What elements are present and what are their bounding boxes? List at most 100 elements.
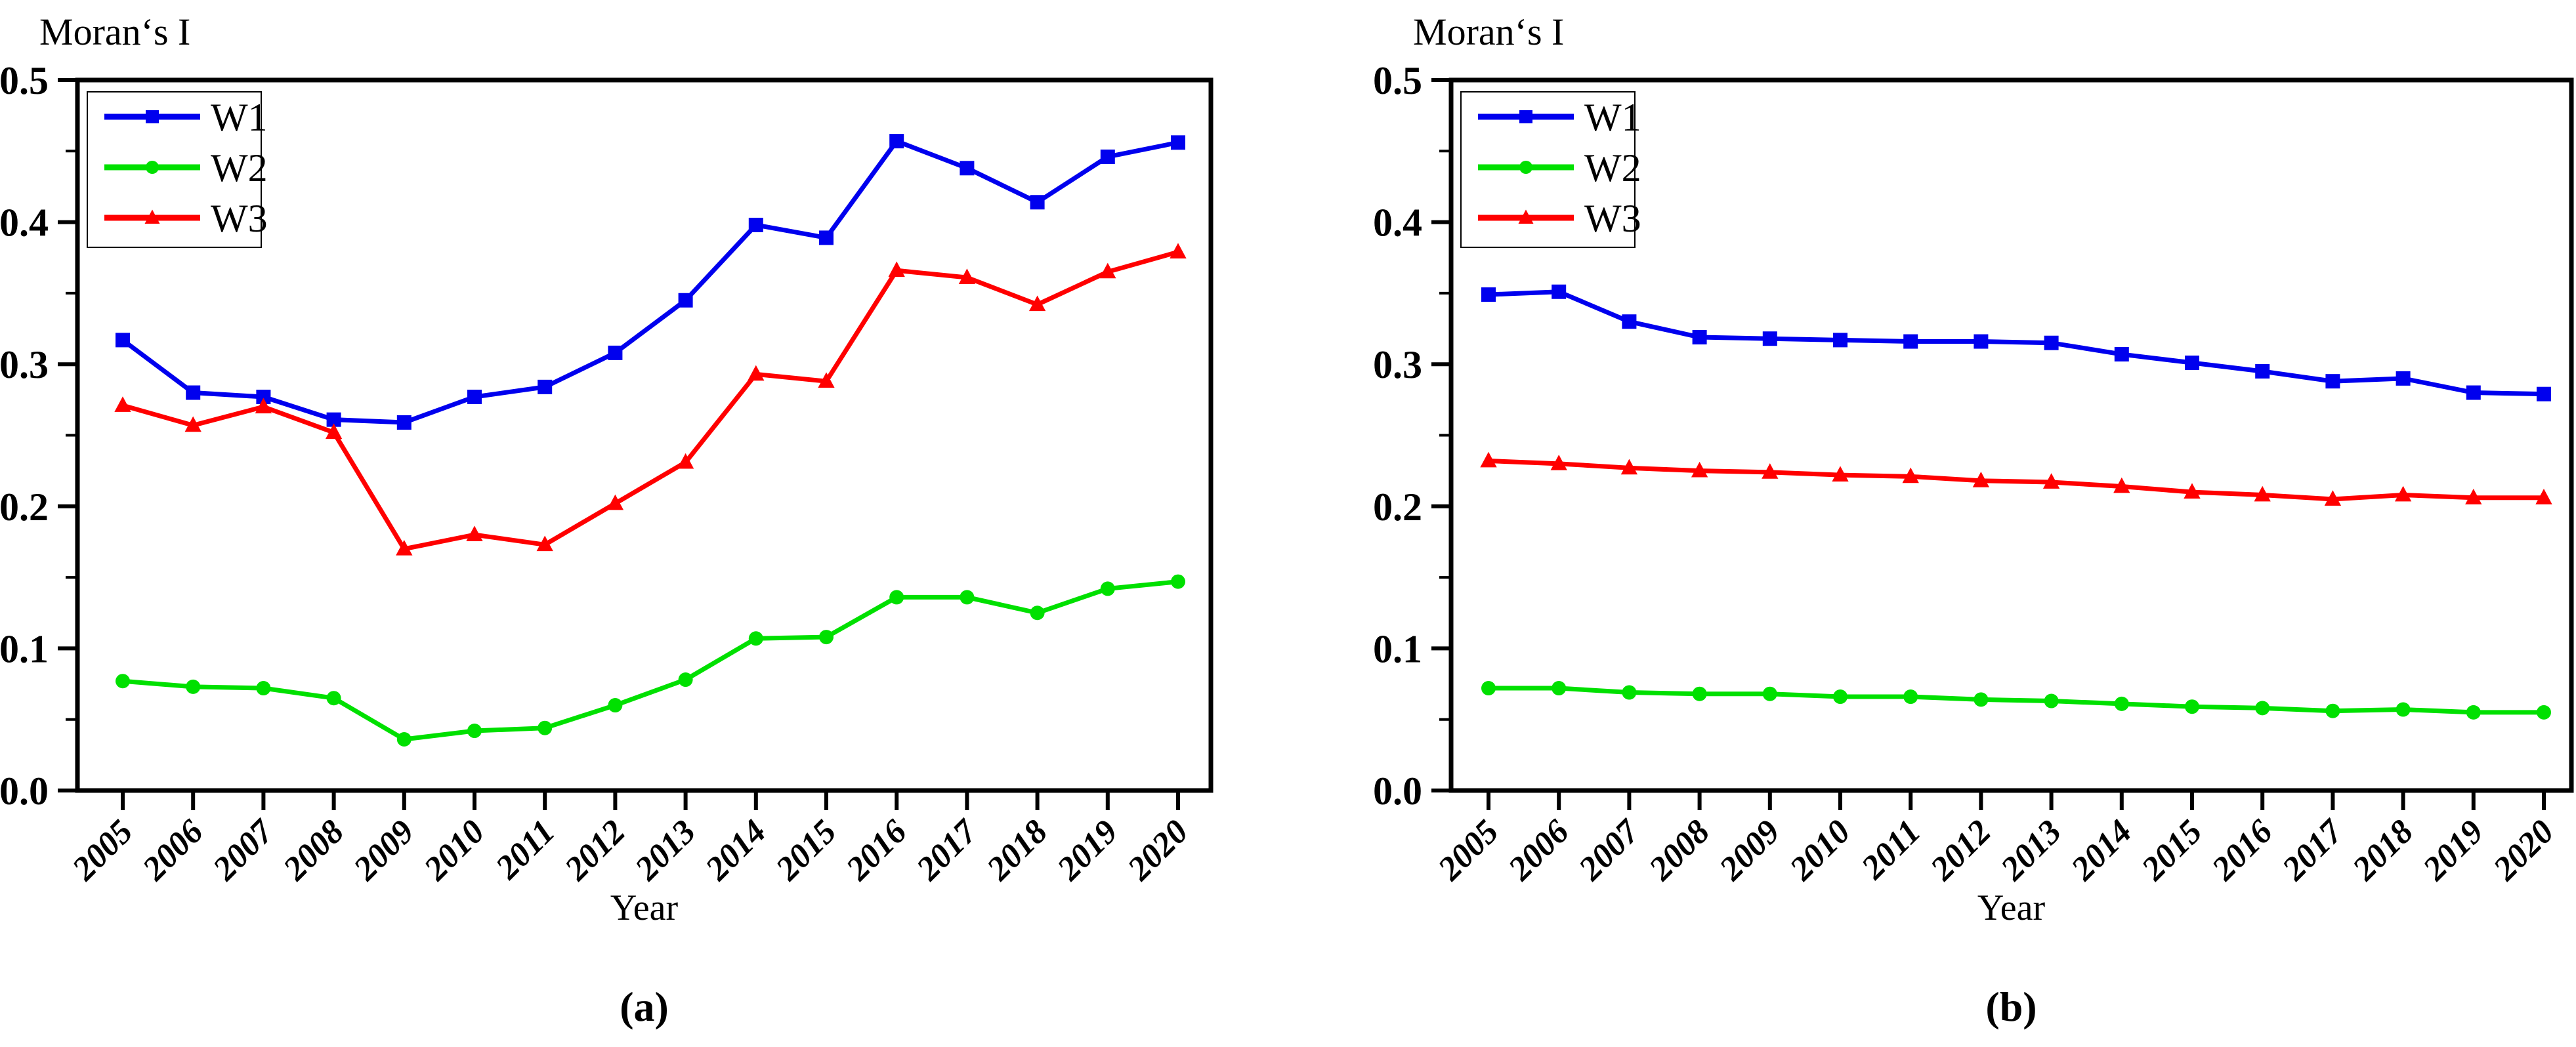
series-W2-marker — [1974, 692, 1989, 707]
legend-circle-marker — [1519, 161, 1532, 174]
series-W1-marker — [186, 385, 201, 400]
series-W2-line — [122, 579, 1179, 742]
series-W3-marker — [325, 423, 343, 440]
series-W1-marker — [1762, 331, 1777, 346]
series-W3-marker — [2113, 477, 2130, 493]
series-W3-marker — [1972, 472, 1990, 487]
series-W3-line — [122, 249, 1179, 552]
x-tick-label: 2010 — [417, 813, 492, 888]
y-tick-label: 0.2 — [0, 485, 49, 529]
series-W2-marker — [396, 732, 412, 747]
series-W3-marker — [1099, 262, 1116, 279]
series-W2-marker — [608, 698, 623, 713]
x-tick-label: 2020 — [1120, 813, 1196, 888]
x-tick-label: 2009 — [347, 813, 422, 888]
series-W1-marker — [256, 390, 271, 405]
series-W3-marker — [677, 453, 694, 469]
series-W1-marker — [116, 333, 130, 348]
series-W2-marker — [2466, 705, 2481, 720]
legend-item-W3: W3 — [104, 197, 268, 240]
x-axis: 2005200620072008200920102011201220132014… — [65, 790, 1196, 888]
series-W3-marker — [255, 398, 272, 414]
y-tick-label: 0.3 — [1373, 343, 1422, 386]
series-W1-marker — [960, 161, 975, 176]
legend-item-W2: W2 — [1478, 146, 1641, 190]
series-W1-marker — [2114, 347, 2129, 362]
panel-caption: (b) — [1985, 983, 2037, 1030]
series-W1-marker — [2325, 374, 2340, 389]
series-W1-marker — [1100, 149, 1115, 164]
series-W3-marker — [748, 365, 765, 381]
series-W2-marker — [1552, 681, 1567, 696]
x-tick-label: 2012 — [557, 813, 633, 888]
series-W2-marker — [186, 679, 201, 694]
x-tick-label: 2017 — [909, 812, 985, 888]
series-W3 — [1480, 451, 2552, 506]
x-tick-label: 2010 — [1783, 813, 1858, 888]
y-tick-label: 0.5 — [0, 59, 49, 102]
x-axis-title: Year — [610, 888, 679, 928]
series-W2-marker — [1762, 686, 1777, 701]
series-W2-marker — [116, 674, 130, 689]
series-W2-marker — [2255, 701, 2270, 716]
series-W3-marker — [1550, 455, 1567, 470]
x-tick-label: 2006 — [1501, 813, 1576, 888]
series-W3-marker — [1170, 243, 1187, 258]
series-W2-marker — [326, 691, 341, 706]
y-tick-label: 0.0 — [1373, 770, 1422, 813]
series-W2-marker — [1903, 689, 1918, 705]
series-W3-marker — [114, 396, 131, 412]
panel-a: Moran‘s I0.00.10.20.30.40.52005200620072… — [0, 10, 1214, 1030]
y-tick-label: 0.5 — [1373, 59, 1422, 102]
series-W1-marker — [2466, 385, 2481, 400]
y-tick-label: 0.2 — [1373, 485, 1422, 529]
legend-item-label: W1 — [211, 96, 268, 139]
x-tick-label: 2013 — [1994, 813, 2069, 888]
series-W1-marker — [1030, 195, 1045, 210]
legend: W1 W2 W3 — [87, 91, 268, 248]
series-W3 — [114, 243, 1187, 556]
legend-item-W1: W1 — [1478, 96, 1641, 139]
series-W2-marker — [678, 672, 693, 688]
legend-item-label: W2 — [1584, 146, 1641, 190]
series-W2-marker — [538, 720, 553, 735]
legend: W1 W2 W3 — [1460, 91, 1641, 248]
series-W3-line — [1488, 458, 2544, 502]
series-W2-marker — [960, 590, 975, 605]
series-W2-marker — [256, 681, 271, 696]
x-tick-label: 2011 — [488, 813, 562, 887]
series-W3-marker — [606, 494, 624, 510]
panel-caption: (a) — [620, 983, 669, 1030]
series-W1-marker — [819, 230, 834, 245]
series-W1-marker — [326, 412, 341, 427]
chart-title: Moran‘s I — [39, 10, 190, 53]
series-W1-marker — [678, 293, 693, 308]
legend-item-label: W2 — [211, 146, 268, 190]
series-W3-marker — [2394, 485, 2412, 502]
legend-item-W3: W3 — [1478, 197, 1641, 240]
x-tick-label: 2005 — [65, 813, 140, 888]
series-W1-marker — [2255, 364, 2270, 379]
legend-item-W1: W1 — [104, 96, 268, 139]
series-W2-marker — [2185, 699, 2199, 714]
series-W3-marker — [1762, 463, 1779, 479]
x-tick-label: 2015 — [769, 813, 844, 888]
legend-square-marker — [146, 110, 159, 123]
series-W3-marker — [2254, 485, 2271, 502]
x-tick-label: 2018 — [980, 813, 1055, 888]
series-W3-marker — [1028, 295, 1046, 312]
series-W1-marker — [538, 379, 553, 394]
legend-triangle-marker — [1518, 209, 1534, 224]
panel-b: Moran‘s I0.00.10.20.30.40.52005200620072… — [1373, 10, 2574, 1030]
x-tick-label: 2008 — [276, 813, 352, 888]
series-W3-marker — [1620, 459, 1638, 475]
x-tick-label: 2007 — [1571, 812, 1647, 888]
legend-item-W2: W2 — [104, 146, 268, 190]
series-W2 — [1481, 681, 2551, 720]
series-W3-marker — [396, 540, 413, 556]
x-tick-label: 2019 — [2416, 813, 2491, 888]
series-W3-marker — [1480, 451, 1497, 468]
series-W2-marker — [467, 724, 482, 739]
series-W1-marker — [748, 217, 763, 232]
